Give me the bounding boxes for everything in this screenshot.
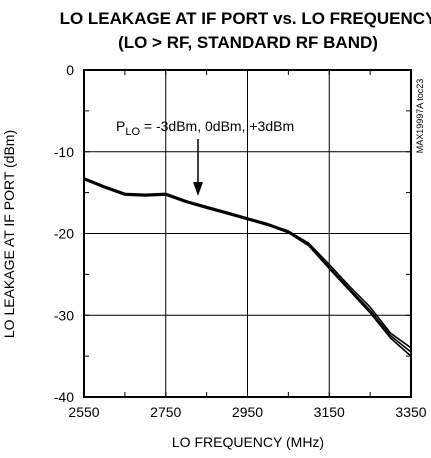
chart-title-line1: LO LEAKAGE AT IF PORT vs. LO FREQUENCY — [60, 9, 431, 28]
y-tick-label: 0 — [66, 62, 74, 78]
x-tick-label: 3350 — [395, 404, 426, 420]
y-tick-label: -40 — [54, 389, 74, 405]
x-tick-labels: 2550 2750 2950 3150 3350 — [68, 404, 426, 420]
grid — [84, 70, 411, 397]
y-axis-label: LO LEAKAGE AT IF PORT (dBm) — [1, 130, 17, 338]
x-tick-label: 2950 — [232, 404, 263, 420]
x-tick-label: 2550 — [68, 404, 99, 420]
y-tick-label: -30 — [54, 307, 74, 323]
chart-title-line2: (LO > RF, STANDARD RF BAND) — [118, 33, 378, 52]
series-layer — [83, 177, 412, 357]
side-label: MAX19997A toc23 — [415, 79, 425, 154]
annotation-label: PLO = -3dBm, 0dBm, +3dBm — [116, 118, 294, 138]
plot-frame — [83, 69, 412, 398]
annotation-subscript: LO — [125, 126, 140, 138]
x-tick-label: 2750 — [150, 404, 181, 420]
y-tick-label: -10 — [54, 144, 74, 160]
annotation-text: = -3dBm, 0dBm, +3dBm — [140, 118, 294, 134]
series-line-3 — [83, 178, 412, 357]
y-tick-labels: 0 -10 -20 -30 -40 — [54, 62, 74, 405]
annotation-arrowhead — [193, 182, 203, 196]
x-tick-label: 3150 — [314, 404, 345, 420]
x-axis-label: LO FREQUENCY (MHz) — [172, 434, 324, 450]
y-tick-label: -20 — [54, 226, 74, 242]
annotation-prefix: P — [116, 118, 125, 134]
